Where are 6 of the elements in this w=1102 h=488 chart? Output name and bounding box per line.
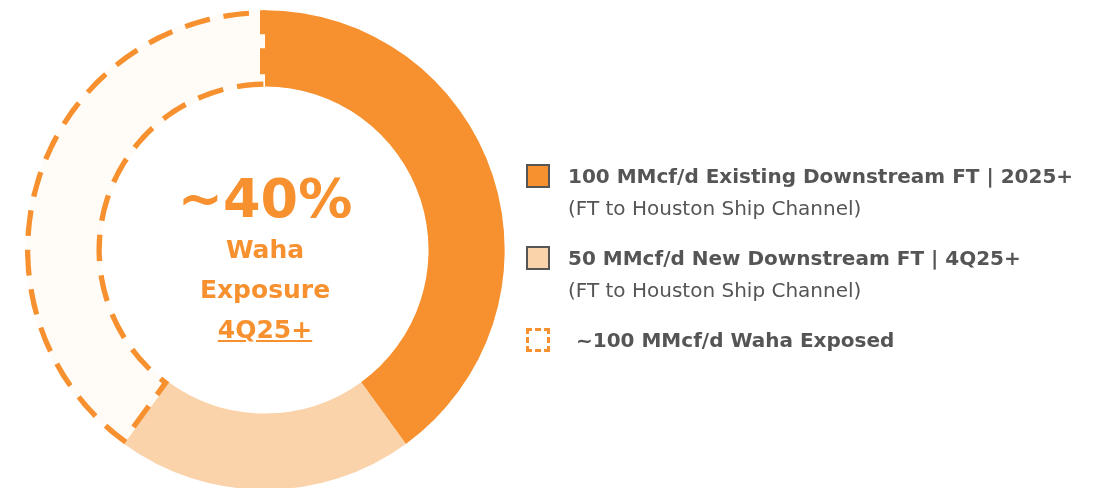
legend-label: 100 MMcf/d Existing Downstream FT | 2025+ (FT to Houston Ship Channel) bbox=[568, 163, 1074, 222]
text: ~40% bbox=[176, 167, 354, 230]
legend-label: ~100 MMcf/d Waha Exposed bbox=[576, 327, 895, 354]
legend-label: 50 MMcf/d New Downstream FT | 4Q25+ (FT to Houston Ship Channel) bbox=[568, 245, 1021, 304]
text: Waha Exposure bbox=[198, 234, 332, 306]
text: 4Q25+ bbox=[216, 314, 314, 346]
